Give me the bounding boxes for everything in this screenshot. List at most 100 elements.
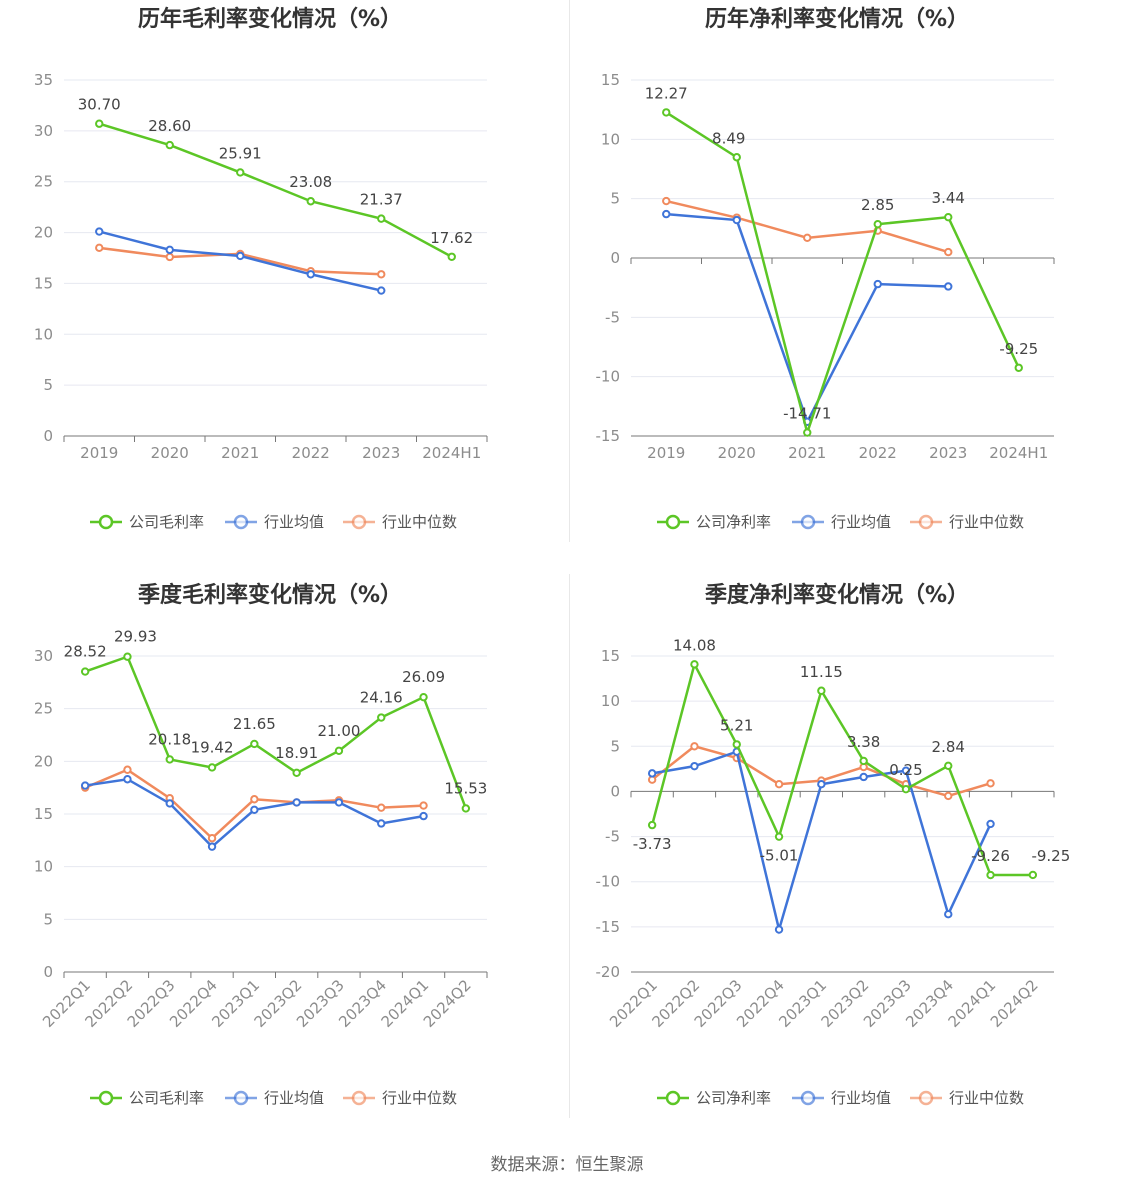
legend-marker-median	[918, 514, 934, 530]
data-label: 29.93	[114, 628, 157, 646]
point-median	[986, 779, 995, 788]
point-avg	[377, 286, 386, 295]
point-median	[250, 795, 259, 804]
data-label: 19.42	[191, 738, 234, 756]
legend-marker-avg	[233, 514, 249, 530]
series-line-median	[665, 199, 949, 254]
data-label: -5.01	[760, 847, 799, 865]
legend-label-avg: 行业均值	[264, 513, 324, 531]
data-label: 8.49	[712, 129, 745, 147]
point-avg	[901, 766, 911, 775]
x-tick-label: 2024Q2	[987, 976, 1042, 1031]
point-company	[774, 832, 784, 841]
data-label: 2.84	[932, 738, 965, 756]
point-median	[662, 196, 671, 206]
point-company	[292, 768, 301, 778]
point-median	[95, 243, 104, 253]
series-line-avg	[666, 212, 949, 425]
y-tick-label: 10	[34, 858, 53, 876]
point-median	[944, 247, 953, 257]
y-tick-label: 0	[43, 427, 53, 445]
data-label: 20.18	[148, 730, 191, 748]
legend-label-company: 公司净利率	[696, 513, 771, 531]
point-avg	[123, 775, 132, 784]
legend-label-company: 公司净利率	[696, 1089, 771, 1107]
data-label: -9.25	[999, 340, 1038, 358]
x-tick-label: 2022	[292, 444, 330, 462]
data-label: 2.85	[861, 196, 894, 214]
point-median	[690, 742, 699, 751]
point-company	[647, 820, 657, 830]
y-tick-label: 0	[610, 782, 620, 800]
chart-annual-net: 历年净利率变化情况（%） -15 -10 -5 0 5 10 15 2019 2020 2021 20…	[567, 0, 1134, 560]
chart-annual-gross: 历年毛利率变化情况（%） 0 5 10 15 20 25 30 35 2019 2020 2021 20…	[0, 0, 567, 560]
y-tick-label: 25	[34, 173, 53, 191]
data-label: 15.53	[444, 779, 487, 797]
point-company	[80, 667, 90, 676]
point-company	[1014, 363, 1023, 372]
quarterly-gross-svg: 季度毛利率变化情况（%）0510152025302022Q12022Q22022…	[34, 582, 488, 1107]
data-label: 28.60	[148, 117, 191, 135]
x-tick-label: 2019	[647, 444, 685, 462]
legend-label-company: 公司毛利率	[129, 1089, 204, 1107]
y-tick-label: -20	[596, 963, 621, 981]
point-median	[419, 801, 428, 810]
y-tick-label: 5	[43, 376, 53, 394]
y-tick-label: 30	[34, 122, 53, 140]
y-tick-label: 10	[34, 325, 53, 343]
data-label: -3.73	[633, 835, 672, 853]
data-label: -9.26	[971, 847, 1010, 865]
series-line-avg	[98, 230, 382, 292]
point-company	[334, 746, 344, 756]
x-tick-label: 2023	[929, 444, 967, 462]
quarterly-net-svg: 季度净利率变化情况（%）-20-15-10-50510152022Q12022Q…	[596, 582, 1071, 1107]
y-tick-label: 15	[34, 805, 53, 823]
point-avg	[292, 798, 301, 807]
y-tick-label: -10	[596, 873, 621, 891]
point-company	[690, 660, 699, 669]
data-label: 0.25	[889, 761, 922, 779]
y-tick-label: 5	[610, 737, 620, 755]
legend-label-median: 行业中位数	[382, 513, 457, 531]
point-company	[377, 713, 386, 722]
data-label: 23.08	[289, 173, 332, 191]
point-company	[859, 756, 868, 766]
legend-marker-company	[98, 514, 114, 530]
point-company	[123, 652, 132, 661]
data-label: 5.21	[720, 716, 753, 734]
y-tick-label: 15	[601, 71, 620, 89]
data-label: 11.15	[800, 663, 843, 681]
y-tick-label: 20	[34, 224, 53, 242]
data-label: 21.37	[360, 191, 403, 209]
point-avg	[944, 910, 953, 919]
point-avg	[165, 799, 174, 808]
point-company	[986, 870, 995, 880]
legend-marker-median	[351, 514, 367, 530]
y-tick-label: 10	[601, 130, 620, 148]
series-line-company	[84, 655, 468, 809]
point-avg	[80, 781, 90, 790]
legend-label-company: 公司毛利率	[129, 513, 204, 531]
point-median	[803, 233, 812, 243]
chart-quarterly-gross: 季度毛利率变化情况（%） 0 5 10 15 20 25 30 2022Q1 2022Q2 2022…	[0, 576, 567, 1136]
legend-label-avg: 行业均值	[831, 513, 891, 531]
point-avg	[250, 805, 259, 814]
point-company	[732, 153, 741, 162]
x-tick-label: 2023	[362, 444, 400, 462]
point-avg	[334, 798, 344, 807]
point-avg	[165, 245, 174, 255]
data-label: -9.25	[1031, 847, 1070, 865]
point-company	[873, 219, 882, 229]
y-tick-label: -15	[596, 427, 621, 445]
point-avg	[419, 811, 428, 821]
point-company	[250, 739, 259, 749]
y-tick-label: -15	[596, 918, 621, 936]
point-company	[165, 755, 174, 764]
x-tick-label: 2021	[221, 444, 259, 462]
y-tick-label: 35	[34, 71, 53, 89]
point-company	[419, 692, 428, 702]
y-tick-label: 20	[34, 752, 53, 770]
y-tick-label: 15	[34, 274, 53, 292]
legend-marker-company	[665, 514, 681, 530]
legend-marker-company	[98, 1090, 114, 1106]
